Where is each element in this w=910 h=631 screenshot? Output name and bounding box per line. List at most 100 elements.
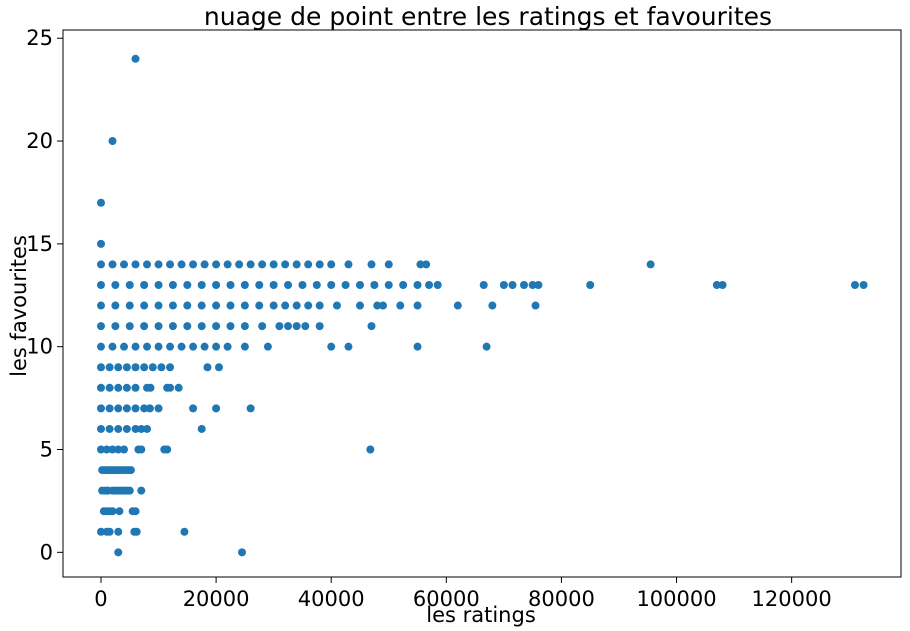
data-point — [246, 260, 255, 269]
data-point — [355, 301, 364, 310]
data-point — [157, 363, 166, 372]
data-point — [131, 54, 140, 63]
y-tick-label: 10 — [26, 335, 53, 359]
data-point — [111, 280, 120, 289]
data-point — [114, 424, 123, 433]
data-point — [399, 280, 408, 289]
data-point — [166, 383, 175, 392]
data-point — [125, 486, 134, 495]
data-point — [520, 280, 529, 289]
data-point — [712, 280, 721, 289]
data-point — [235, 260, 244, 269]
y-tick-label: 25 — [26, 26, 53, 50]
data-point — [197, 424, 206, 433]
data-point — [370, 280, 379, 289]
data-point — [237, 548, 246, 557]
data-point — [189, 342, 198, 351]
data-point — [301, 322, 310, 331]
data-point — [102, 445, 111, 454]
data-point — [183, 322, 192, 331]
data-point — [850, 280, 859, 289]
data-point — [96, 198, 105, 207]
x-axis-label: les ratings — [426, 603, 536, 627]
data-point — [108, 260, 117, 269]
data-point — [189, 404, 198, 413]
data-point — [177, 342, 186, 351]
data-point — [258, 322, 267, 331]
data-point — [96, 424, 105, 433]
data-point — [114, 527, 123, 536]
data-point — [226, 301, 235, 310]
data-point — [108, 137, 117, 146]
data-point — [132, 527, 141, 536]
data-point — [240, 280, 249, 289]
data-point — [298, 280, 307, 289]
x-tick-label: 100000 — [636, 587, 716, 611]
data-point — [125, 280, 134, 289]
data-point — [344, 260, 353, 269]
data-point — [114, 445, 123, 454]
data-point — [203, 363, 212, 372]
data-point — [105, 404, 114, 413]
data-point — [174, 383, 183, 392]
data-point — [137, 486, 146, 495]
data-point — [508, 280, 517, 289]
data-point — [200, 260, 209, 269]
data-point — [163, 445, 172, 454]
data-point — [396, 301, 405, 310]
data-point — [140, 363, 149, 372]
data-point — [140, 301, 149, 310]
data-point — [859, 280, 868, 289]
data-point — [292, 322, 301, 331]
data-point — [120, 445, 129, 454]
data-point — [168, 322, 177, 331]
data-point — [284, 280, 293, 289]
data-point — [96, 383, 105, 392]
data-point — [96, 363, 105, 372]
data-point — [355, 280, 364, 289]
y-tick-label: 20 — [26, 129, 53, 153]
data-point — [143, 424, 152, 433]
data-point — [240, 342, 249, 351]
data-point — [312, 280, 321, 289]
y-tick-label: 5 — [40, 438, 53, 462]
data-point — [384, 280, 393, 289]
data-point — [105, 383, 114, 392]
data-point — [166, 342, 175, 351]
y-tick-label: 15 — [26, 232, 53, 256]
data-point — [143, 260, 152, 269]
data-point — [96, 342, 105, 351]
x-tick-label: 60000 — [413, 587, 480, 611]
data-point — [373, 301, 382, 310]
data-point — [281, 301, 290, 310]
data-point — [528, 280, 537, 289]
data-point — [586, 280, 595, 289]
data-point — [131, 383, 140, 392]
data-point — [96, 280, 105, 289]
data-point — [416, 260, 425, 269]
data-point — [145, 404, 154, 413]
data-point — [304, 260, 313, 269]
data-point — [96, 404, 105, 413]
data-point — [384, 260, 393, 269]
data-point — [131, 424, 140, 433]
data-point — [212, 260, 221, 269]
data-point — [96, 527, 105, 536]
data-point — [366, 445, 375, 454]
data-points — [96, 54, 868, 557]
data-point — [212, 280, 221, 289]
data-point — [425, 280, 434, 289]
data-point — [125, 322, 134, 331]
data-point — [108, 445, 117, 454]
data-point — [96, 445, 105, 454]
data-point — [154, 322, 163, 331]
data-point — [189, 260, 198, 269]
data-point — [246, 404, 255, 413]
data-point — [327, 280, 336, 289]
data-point — [479, 280, 488, 289]
data-point — [263, 342, 272, 351]
data-point — [114, 363, 123, 372]
data-point — [111, 322, 120, 331]
y-tick-label: 0 — [40, 540, 53, 564]
data-point — [131, 404, 140, 413]
